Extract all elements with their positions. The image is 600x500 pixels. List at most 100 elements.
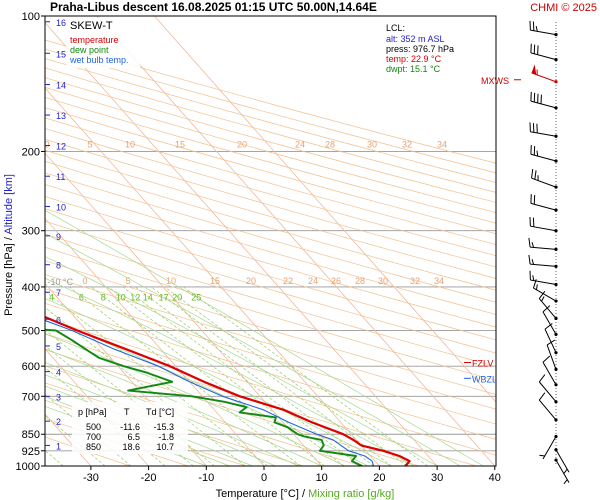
table-cell-p: 500 <box>86 422 101 432</box>
isotherm-line <box>45 87 380 466</box>
p-tick-label: 925 <box>22 446 40 458</box>
table-cell-p: 700 <box>86 432 101 442</box>
table-header-td: Td [°C] <box>146 407 174 417</box>
adiabat-label: 30 <box>378 276 388 286</box>
mixing-ratio-line <box>45 415 106 466</box>
chart-title: Praha-Libus descent 16.08.2025 01:15 UTC… <box>50 0 377 14</box>
mixing-ratio-label: 10 <box>116 292 126 302</box>
x-axis-label: Temperature [°C] <box>216 488 299 500</box>
mixing-ratio-line <box>45 290 268 466</box>
legend: SKEW-T temperature dew point wet bulb te… <box>66 18 140 68</box>
lcl-background <box>384 22 468 76</box>
mixing-ratio-label: 20 <box>172 292 182 302</box>
grid-labels: 468101214172025-80-70-60-50-40-30-20-10 … <box>44 139 447 302</box>
altitude-tick-label: 6 <box>56 315 61 325</box>
mixing-ratio-line <box>108 286 345 466</box>
wind-barb-shaft <box>530 225 557 232</box>
isotherm-line <box>96 16 496 466</box>
y-axis-label: Pressure [hPa] <box>3 243 15 316</box>
table-cell-td: -1.8 <box>158 432 174 442</box>
adiabat-label: 24 <box>295 139 305 149</box>
altitude-tick-label: 16 <box>56 18 66 28</box>
mxws-marker-label: MXWS <box>481 76 509 86</box>
mixing-ratio-line <box>90 286 325 466</box>
fzlv-marker-label: FZLV <box>472 359 493 369</box>
adiabat-label: 30 <box>367 139 377 149</box>
x-tick-label: 10 <box>316 472 328 484</box>
altitude-tick-label: 8 <box>56 261 61 271</box>
wind-barb-shaft <box>530 263 557 267</box>
wind-barb <box>530 194 558 212</box>
dry-adiabat-line <box>45 172 496 303</box>
x-tick-label: 40 <box>489 472 501 484</box>
wind-barb-shaft <box>530 52 557 61</box>
series-dew-point-line <box>45 328 363 466</box>
altitude-tick-label: 9 <box>56 232 61 242</box>
wind-barb-shaft <box>530 279 557 285</box>
wind-barb-shaft <box>530 153 557 162</box>
isotherm-line <box>45 152 322 466</box>
wind-barb-feather <box>533 279 537 289</box>
profile-series <box>45 315 411 466</box>
wind-barb <box>530 91 558 110</box>
wind-barb <box>528 237 558 251</box>
altitude-tick-label: 10 <box>56 202 66 212</box>
wind-barb-feather <box>538 290 546 299</box>
legend-item-temperature: temperature <box>70 35 119 45</box>
wind-barb-shaft <box>530 131 557 137</box>
wind-barb-feather <box>535 25 538 32</box>
wind-barb <box>529 216 558 233</box>
adiabat-label: 26 <box>331 276 341 286</box>
series-temperature-line <box>45 315 411 466</box>
dry-adiabat-line <box>45 260 496 395</box>
wind-barb-feather <box>534 170 537 180</box>
wind-barb-pennant <box>531 64 537 75</box>
wind-barb-feather <box>536 150 539 157</box>
wind-barb-shaft <box>542 436 557 460</box>
wind-barb <box>533 279 558 303</box>
adiabat-label: 34 <box>437 139 447 149</box>
dry-adiabat-line <box>45 382 304 466</box>
adiabat-label: 32 <box>402 139 412 149</box>
wind-barb <box>538 392 558 422</box>
lcl-dwpt: dwpt: 15.1 °C <box>386 64 441 74</box>
p-tick-label: 500 <box>22 326 40 338</box>
adiabat-label: 28 <box>355 276 365 286</box>
dry-adiabat-line <box>45 288 496 425</box>
p-tick-label: 600 <box>22 361 40 373</box>
wind-barb <box>539 434 558 460</box>
wind-barb-shaft <box>530 202 557 211</box>
wind-barb <box>529 122 558 138</box>
wind-barb-feather <box>541 296 545 302</box>
p-tick-label: 200 <box>22 146 40 158</box>
adiabat-label: 20 <box>246 276 256 286</box>
legend-title: SKEW-T <box>70 20 113 32</box>
altitude-tick-label: 3 <box>56 392 61 402</box>
altitude-tick-label: 4 <box>56 368 61 378</box>
x-tick-label: 20 <box>373 472 385 484</box>
mixing-ratio-label: 14 <box>143 292 153 302</box>
p-tick-label: 100 <box>22 11 40 23</box>
wind-barb <box>531 168 558 189</box>
series-wet-bulb-temp-line <box>45 319 375 466</box>
svg-text:Temperature [°C] / Mixing ra: Temperature [°C] / Mixing ratio [g/kg] <box>216 488 395 500</box>
wind-barb-feather <box>528 237 531 248</box>
p-tick-label: 300 <box>22 226 40 238</box>
isotherm-line <box>45 217 265 466</box>
wind-barb-feather <box>531 259 535 265</box>
moist-adiabat-line <box>45 348 322 466</box>
wind-barb-feather <box>539 454 545 457</box>
p-tick-label: 400 <box>22 282 40 294</box>
table-header-t: T <box>124 407 130 417</box>
dry-adiabat-line <box>45 365 362 466</box>
wind-barb-shaft <box>555 459 570 483</box>
wind-barb-feather <box>528 254 531 265</box>
mixing-ratio-label: 6 <box>79 292 84 302</box>
legend-item-wetbulb: wet bulb temp. <box>69 55 129 65</box>
dry-adiabat-line <box>45 128 496 257</box>
wbzl-marker-label: WBZL <box>472 374 497 384</box>
dry-adiabat-line <box>45 149 496 279</box>
dry-adiabat-line <box>45 220 496 354</box>
wind-barb <box>542 305 558 337</box>
dry-adiabat-line <box>45 161 496 291</box>
